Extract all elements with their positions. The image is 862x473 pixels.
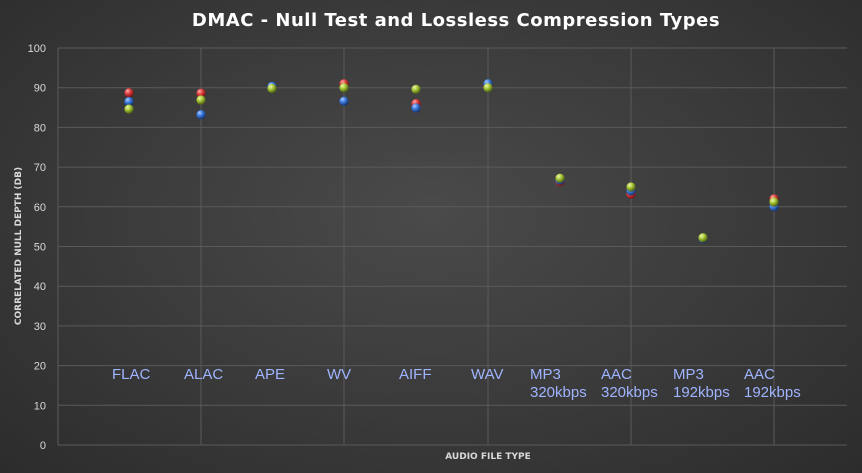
data-point	[555, 173, 565, 183]
category-label-line: MP3	[530, 366, 561, 383]
data-point	[411, 103, 421, 113]
data-point	[196, 88, 206, 98]
y-tick-label: 20	[34, 361, 46, 373]
category-label-line: AAC	[601, 366, 632, 383]
category-label: AAC 192kbps	[744, 366, 801, 401]
category-label: APE	[255, 366, 285, 383]
data-point	[626, 182, 636, 192]
data-point	[411, 84, 421, 94]
y-tick-label: 30	[34, 321, 46, 333]
category-label-line: ALAC	[184, 366, 223, 383]
data-point	[483, 83, 493, 93]
data-point	[196, 95, 206, 105]
x-axis-title: AUDIO FILE TYPE	[445, 452, 531, 462]
gridlines	[57, 47, 847, 446]
data-points	[124, 79, 779, 244]
y-tick-label: 70	[34, 162, 46, 174]
category-label: MP3 192kbps	[673, 366, 730, 401]
y-tick-label: 80	[34, 122, 46, 134]
category-label-line: MP3	[673, 366, 704, 383]
category-label-line: AIFF	[399, 366, 432, 383]
data-point	[124, 96, 134, 107]
category-label: WV	[327, 366, 351, 383]
category-label-line: 320kbps	[530, 384, 587, 401]
category-label-line: 192kbps	[673, 384, 730, 401]
y-tick-label: 50	[34, 242, 46, 254]
data-point	[698, 233, 708, 243]
data-point	[339, 83, 349, 93]
category-label-line: FLAC	[112, 366, 151, 383]
category-label: FLAC	[112, 366, 151, 383]
category-label: AAC 320kbps	[601, 366, 658, 401]
category-label: ALAC	[184, 366, 223, 383]
data-point	[769, 197, 779, 207]
data-point	[267, 83, 277, 94]
y-tick-label: 10	[34, 400, 46, 412]
data-point	[339, 96, 349, 106]
data-point	[196, 110, 206, 120]
y-axis-title: CORRELATED NULL DEPTH (DB)	[14, 167, 24, 325]
category-label: WAV	[471, 366, 504, 383]
data-point	[124, 104, 134, 114]
y-axis-ticks: 0 10 20 30 40 50 60 70 80 90 100	[28, 43, 46, 452]
category-label-line: WAV	[471, 366, 504, 383]
category-label-line: WV	[327, 366, 351, 383]
y-tick-label: 100	[28, 43, 46, 55]
chart-title: DMAC - Null Test and Lossless Compressio…	[192, 10, 720, 31]
category-label-line: 320kbps	[601, 384, 658, 401]
y-tick-label: 0	[40, 440, 46, 452]
y-tick-label: 60	[34, 202, 46, 214]
data-point	[124, 88, 134, 98]
category-label: MP3 320kbps	[530, 366, 587, 401]
category-label-line: AAC	[744, 366, 775, 383]
y-tick-label: 90	[34, 83, 46, 95]
y-tick-label: 40	[34, 281, 46, 293]
category-label-line: APE	[255, 366, 285, 383]
category-label-line: 192kbps	[744, 384, 801, 401]
category-label: AIFF	[399, 366, 432, 383]
